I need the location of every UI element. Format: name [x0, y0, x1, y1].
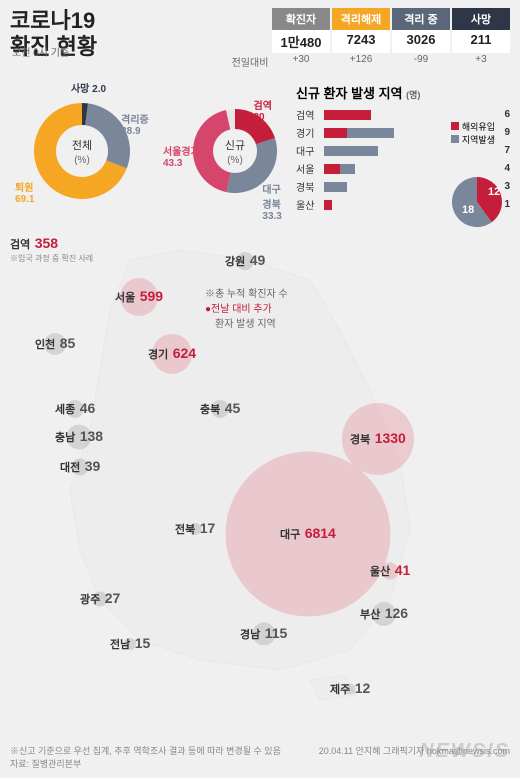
stat-header: 사망: [452, 8, 510, 30]
region-marker: 세종 46: [55, 400, 95, 418]
bar-row: 서울4: [296, 161, 510, 176]
region-marker: 충남 138: [55, 428, 103, 446]
stat-value: 7243: [332, 30, 390, 53]
region-marker: 대전 39: [60, 458, 100, 476]
stats-table: 확진자격리해제격리 중사망 1만48072433026211 전일대비+30+1…: [230, 8, 510, 70]
svg-text:(%): (%): [74, 155, 90, 166]
stat-change: +3: [452, 53, 510, 70]
region-marker: 경기 624: [148, 345, 196, 363]
stat-value: 211: [452, 30, 510, 53]
svg-text:전체: 전체: [72, 139, 92, 152]
overseas-pie: 12 18: [450, 175, 505, 235]
region-marker: 전남 15: [110, 635, 150, 653]
region-marker: 대구 6814: [280, 525, 336, 543]
stat-value: 3026: [392, 30, 450, 53]
quarantine-marker: 검역 358 ※입국 과정 중 확진 사례: [10, 235, 93, 264]
header-area: 코로나19확진 현황 확진자격리해제격리 중사망 1만4807243302621…: [0, 0, 520, 78]
change-label: 전일대비: [230, 53, 270, 70]
region-marker: 부산 126: [360, 605, 408, 623]
footer: ※신고 기준으로 우선 집계, 추후 역학조사 결과 등에 따라 변경될 수 있…: [10, 744, 510, 770]
donut-new: 신규(%)검역20대구경북33.3서울경기43.3: [163, 83, 288, 218]
region-marker: 광주 27: [80, 590, 120, 608]
title-block: 코로나19확진 현황: [10, 8, 97, 70]
stat-change: +126: [332, 53, 390, 70]
region-marker: 강원 49: [225, 252, 265, 270]
svg-text:신규: 신규: [225, 139, 245, 152]
stat-header: 격리 중: [392, 8, 450, 30]
donut-overall: 전체(%)사망 2.0격리중28.9퇴원69.1: [10, 83, 155, 218]
stat-change: +30: [272, 53, 330, 70]
region-marker: 울산 41: [370, 562, 410, 580]
stat-change: -99: [392, 53, 450, 70]
newcase-title: 신규 환자 발생 지역 (명): [296, 83, 510, 102]
newcase-legend: 해외유입 지역발생: [451, 120, 495, 146]
region-marker: 경남 115: [240, 625, 287, 643]
stat-header: 확진자: [272, 8, 330, 30]
map-area: 서울 599 경기 624 인천 85 강원 49 충북 45 세종 46 충남 138 대전…: [0, 230, 520, 748]
svg-text:12: 12: [488, 186, 500, 198]
stat-value: 1만480: [272, 30, 330, 53]
stat-header: 격리해제: [332, 8, 390, 30]
region-marker: 전북 17: [175, 520, 215, 538]
map-legend: ※총 누적 확진자 수 ●전날 대비 추가 환자 발생 지역: [205, 285, 288, 330]
region-marker: 제주 12: [330, 680, 370, 698]
svg-text:18: 18: [462, 204, 474, 216]
charts-row: 전체(%)사망 2.0격리중28.9퇴원69.1 신규(%)검역20대구경북33…: [0, 78, 520, 223]
region-marker: 인천 85: [35, 335, 75, 353]
svg-text:(%): (%): [227, 155, 243, 166]
region-marker: 서울 599: [115, 288, 163, 306]
region-marker: 경북 1330: [350, 430, 406, 448]
region-marker: 충북 45: [200, 400, 240, 418]
subtitle: 오전 0시 기준: [12, 44, 69, 59]
